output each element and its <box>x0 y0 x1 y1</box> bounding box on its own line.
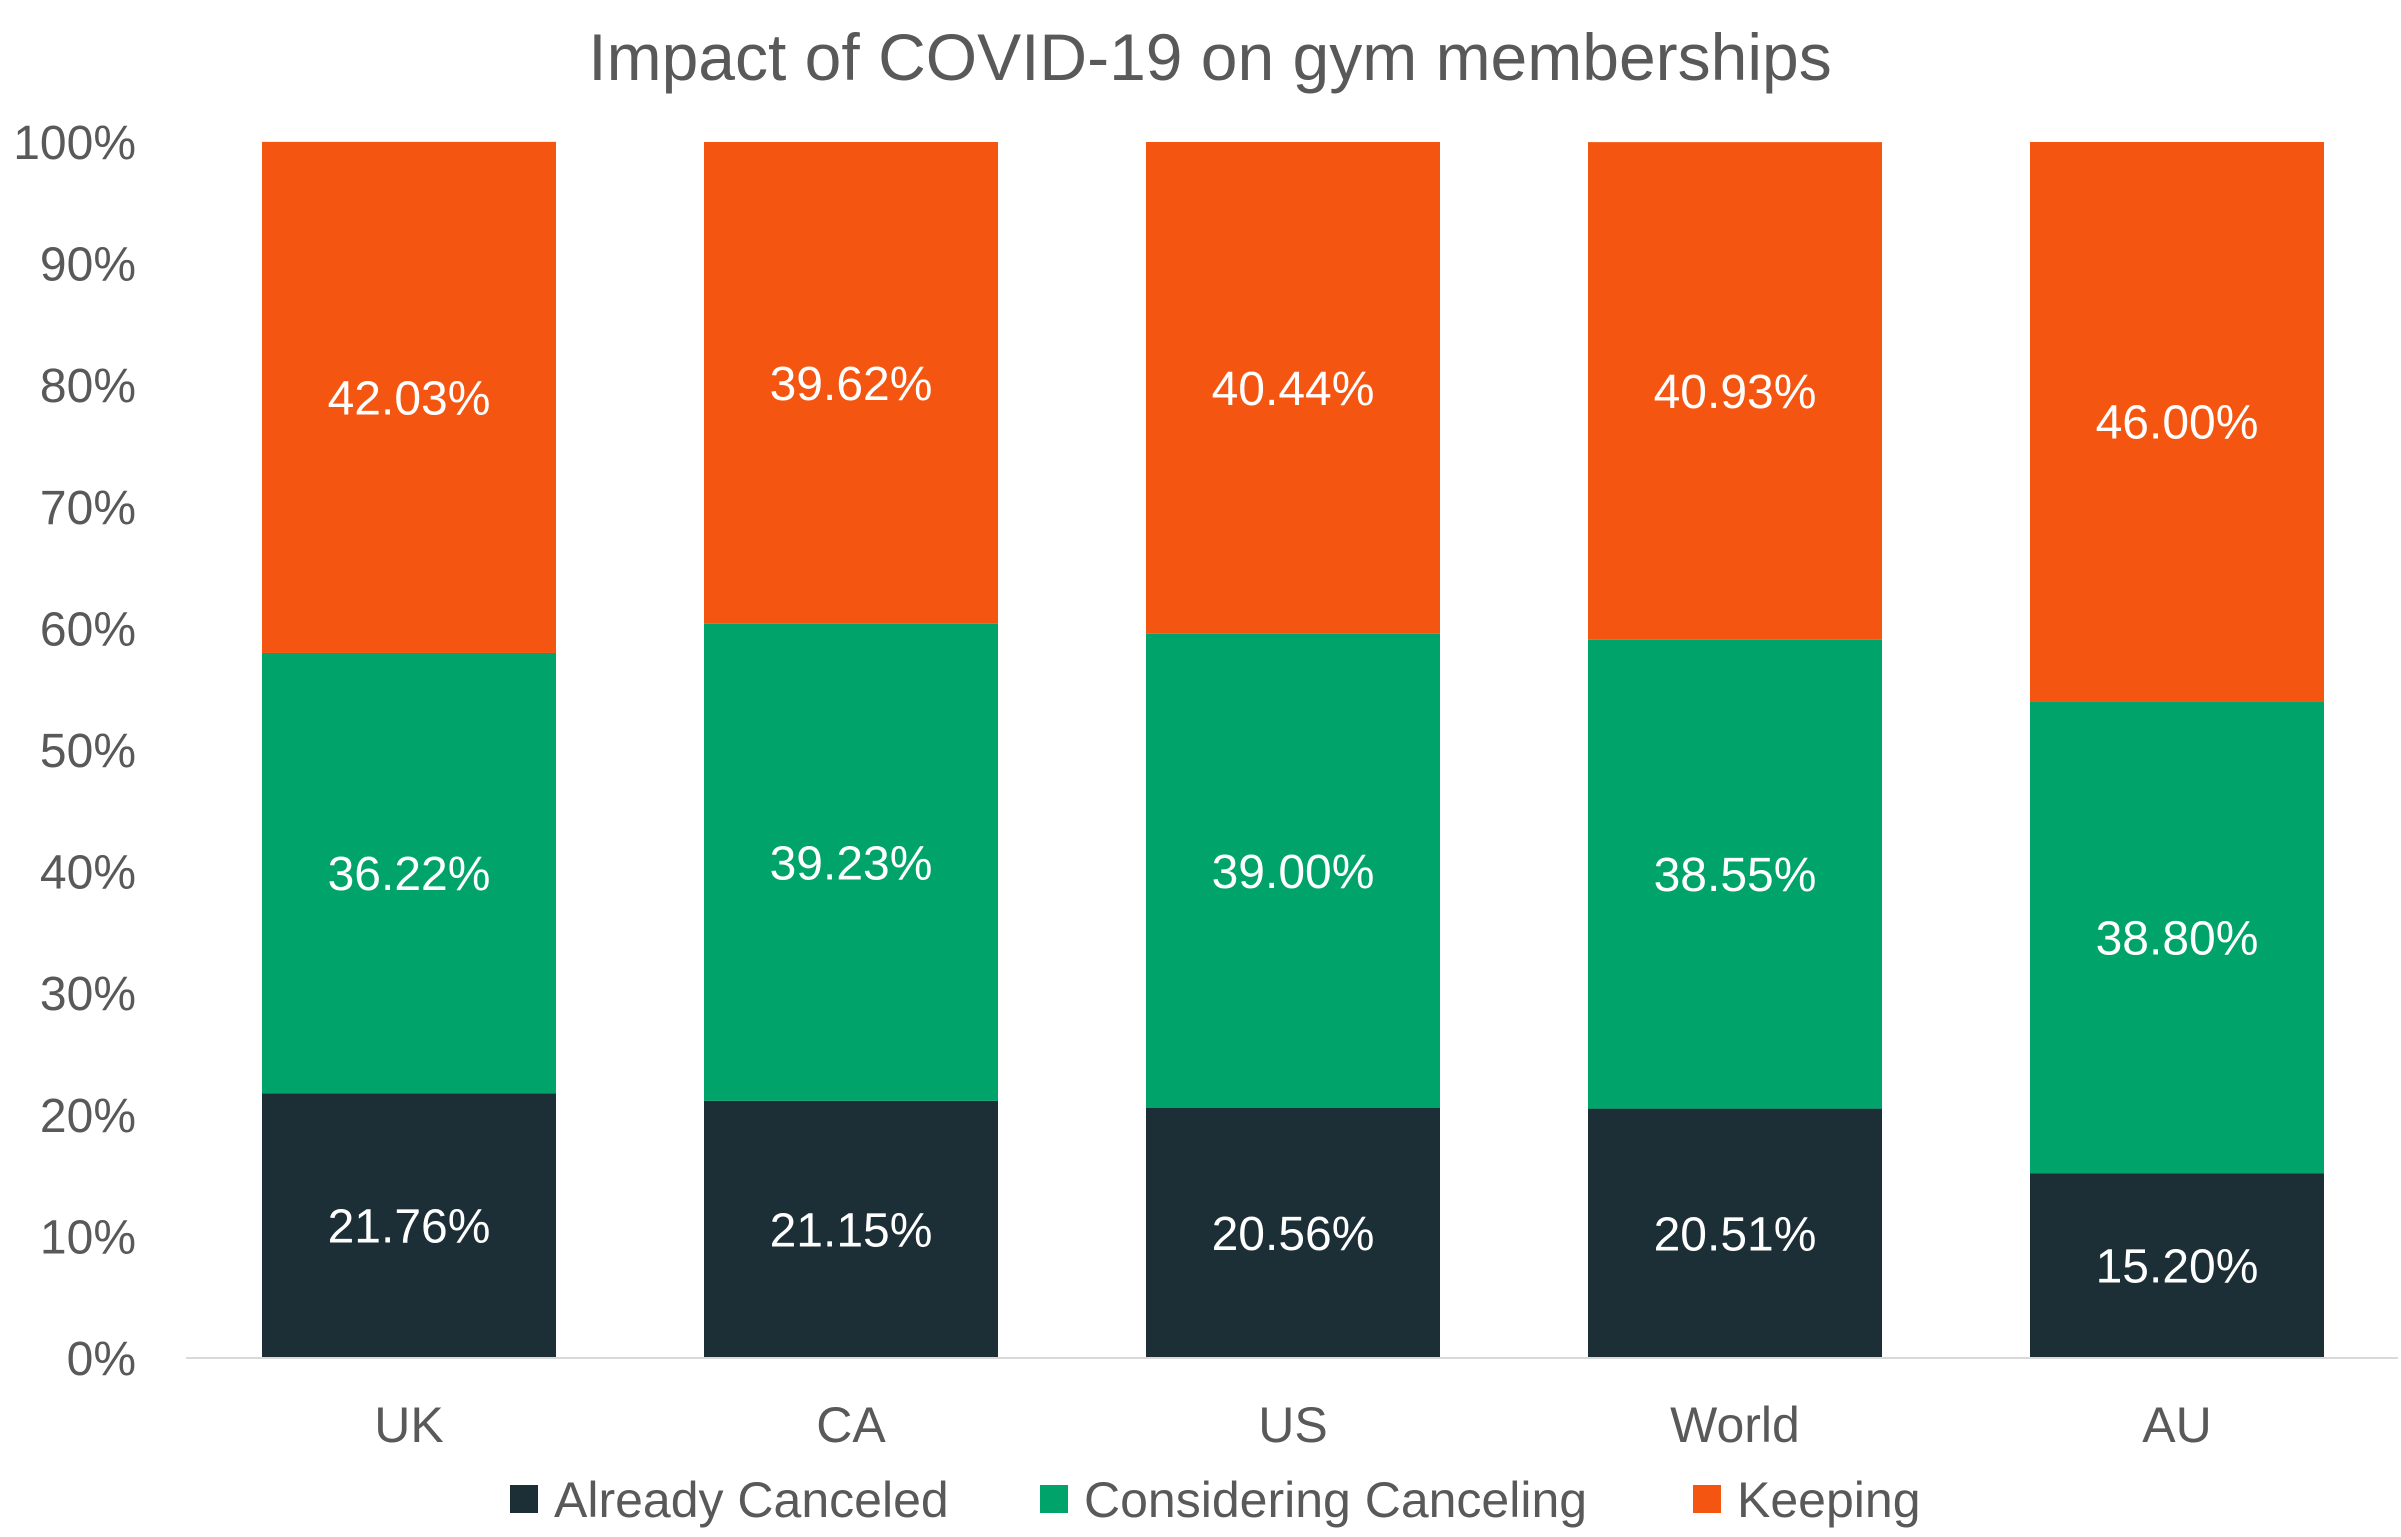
data-label: 42.03% <box>328 372 491 425</box>
x-axis: UK CA US World AU <box>374 1397 2211 1453</box>
data-label: 46.00% <box>2096 397 2259 450</box>
legend-label: Already Canceled <box>554 1472 949 1528</box>
legend-swatch <box>1693 1485 1721 1513</box>
data-label: 38.80% <box>2096 912 2259 965</box>
bar-segment <box>2030 701 2324 1174</box>
legend-item: Considering Canceling <box>1040 1472 1587 1528</box>
data-label: 40.44% <box>1212 363 1375 416</box>
bar-segment <box>1588 639 1882 1109</box>
data-label: 39.00% <box>1212 846 1375 899</box>
x-category-label: US <box>1258 1397 1327 1453</box>
y-tick-label: 70% <box>40 482 136 535</box>
data-label: 39.23% <box>770 837 933 890</box>
legend: Already Canceled Considering Canceling Kee… <box>510 1472 1921 1528</box>
y-axis: 0% 10% 20% 30% 40% 50% 60% 70% 80% 90% 100% <box>13 117 136 1386</box>
bar-segment <box>1146 1107 1440 1358</box>
y-tick-label: 50% <box>40 725 136 778</box>
data-label: 21.15% <box>770 1204 933 1257</box>
data-label: 20.56% <box>1212 1208 1375 1261</box>
bar-segment <box>262 141 556 653</box>
bar-segment <box>704 623 998 1101</box>
bar-segment <box>262 652 556 1094</box>
y-tick-label: 20% <box>40 1090 136 1143</box>
chart-title: Impact of COVID-19 on gym memberships <box>588 20 1831 94</box>
bar-segment <box>1588 1108 1882 1358</box>
y-tick-label: 80% <box>40 360 136 413</box>
data-label: 36.22% <box>328 848 491 901</box>
y-tick-label: 10% <box>40 1211 136 1264</box>
y-tick-label: 100% <box>13 117 136 170</box>
y-tick-label: 30% <box>40 968 136 1021</box>
bars: 21.76% 36.22% 42.03% 21.15% 39.23% 39.62% 20.5… <box>262 141 2324 1358</box>
data-label: 39.62% <box>770 358 933 411</box>
data-label: 40.93% <box>1654 366 1817 419</box>
legend-item: Already Canceled <box>510 1472 949 1528</box>
legend-label: Considering Canceling <box>1084 1472 1587 1528</box>
bar-segment <box>1146 633 1440 1108</box>
x-category-label: CA <box>816 1397 886 1453</box>
legend-swatch <box>510 1485 538 1513</box>
y-tick-label: 0% <box>67 1333 136 1386</box>
data-label: 38.55% <box>1654 849 1817 902</box>
y-tick-label: 60% <box>40 603 136 656</box>
bar-segment <box>704 142 998 624</box>
bar-segment <box>2030 142 2324 702</box>
legend-item: Keeping <box>1693 1472 1921 1528</box>
x-category-label: World <box>1670 1397 1800 1453</box>
y-tick-label: 90% <box>40 239 136 292</box>
data-label: 20.51% <box>1654 1208 1817 1261</box>
legend-label: Keeping <box>1737 1472 1921 1528</box>
bar-segment <box>2030 1173 2324 1358</box>
x-category-label: UK <box>374 1397 443 1453</box>
x-category-label: AU <box>2142 1397 2211 1453</box>
bar-segment <box>1146 142 1440 634</box>
y-tick-label: 40% <box>40 847 136 900</box>
data-label: 21.76% <box>328 1201 491 1254</box>
bar-segment <box>1588 142 1882 640</box>
legend-swatch <box>1040 1485 1068 1513</box>
data-label: 15.20% <box>2096 1241 2259 1294</box>
bar-segment <box>262 1093 556 1358</box>
bar-segment <box>704 1100 998 1358</box>
